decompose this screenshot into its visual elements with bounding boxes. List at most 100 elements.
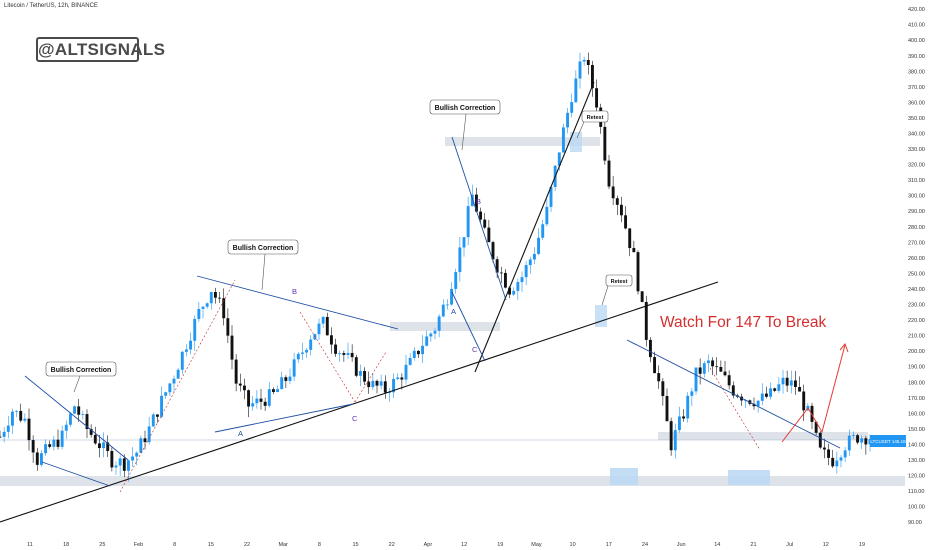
candle-body xyxy=(160,395,164,417)
x-tick-label: Apr xyxy=(424,542,433,548)
candle-body xyxy=(6,425,10,432)
y-tick-label: 130.00 xyxy=(908,458,925,464)
candle-body xyxy=(147,426,151,443)
candle-body xyxy=(155,414,159,417)
x-tick-label: 11 xyxy=(27,542,33,548)
trendline-steep xyxy=(474,81,595,373)
candle-body xyxy=(213,292,217,298)
wave-label-b1: B xyxy=(292,287,297,296)
candle-body xyxy=(10,411,14,426)
x-tick-label: 12 xyxy=(461,542,467,548)
retest-callout-1: Retest xyxy=(576,110,609,139)
x-tick-label: 17 xyxy=(606,542,612,548)
candle-body xyxy=(619,204,623,216)
y-tick-label: 180.00 xyxy=(908,380,925,386)
resistance-zone-high xyxy=(445,137,600,146)
y-tick-label: 150.00 xyxy=(908,427,925,433)
candle-body xyxy=(479,211,483,220)
y-tick-label: 220.00 xyxy=(908,318,925,324)
candle-body xyxy=(205,303,209,307)
watermark-badge: @ALTSIGNALS xyxy=(36,37,165,62)
x-tick-label: 12 xyxy=(823,542,829,548)
y-tick-label: 320.00 xyxy=(908,163,925,169)
candle-body xyxy=(31,440,35,453)
candle-body xyxy=(719,366,723,372)
candle-body xyxy=(520,277,524,283)
y-tick-label: 330.00 xyxy=(908,147,925,153)
candle-body xyxy=(346,352,350,355)
candle-body xyxy=(288,376,292,381)
candle-body xyxy=(769,388,773,397)
candle-body xyxy=(317,323,321,335)
wave-label-a1: A xyxy=(238,429,243,438)
retest-highlight xyxy=(595,305,607,327)
candle-body xyxy=(433,330,437,334)
callout-2: Bullish Correction xyxy=(227,239,299,291)
candle-body xyxy=(495,259,499,273)
candle-body xyxy=(255,398,259,404)
price-tag-text: LTCUSDT 145.18 xyxy=(870,439,906,444)
candle-body xyxy=(682,416,686,419)
candle-body xyxy=(831,457,835,467)
candle-body xyxy=(404,364,408,380)
x-tick-label: 15 xyxy=(208,542,214,548)
x-tick-label: 15 xyxy=(353,542,359,548)
watch-annotation: Watch For 147 To Break xyxy=(660,314,827,331)
candle-body xyxy=(35,452,39,465)
x-tick-label: May xyxy=(531,542,542,548)
candle-body xyxy=(329,335,333,345)
x-tick-label: 14 xyxy=(714,542,720,548)
retest-callout-2: Retest xyxy=(601,274,633,306)
candle-body xyxy=(222,298,226,319)
candle-body xyxy=(557,152,561,166)
y-tick-label: 420.00 xyxy=(908,7,925,13)
y-tick-label: 240.00 xyxy=(908,287,925,293)
candle-body xyxy=(0,436,2,438)
candle-body xyxy=(176,369,180,379)
candle-body xyxy=(483,219,487,228)
x-tick-label: 22 xyxy=(389,542,395,548)
candle-body xyxy=(541,224,545,238)
candle-body xyxy=(189,340,193,350)
candle-body xyxy=(110,451,114,468)
candle-body xyxy=(131,456,135,461)
y-tick-label: 230.00 xyxy=(908,303,925,309)
candle-body xyxy=(383,381,387,393)
candle-body xyxy=(44,444,48,454)
candle-body xyxy=(731,385,735,396)
candle-body xyxy=(814,421,818,433)
candle-body xyxy=(263,401,267,406)
candle-body xyxy=(657,373,661,382)
candle-body xyxy=(259,398,263,402)
candle-body xyxy=(321,316,325,324)
candle-body xyxy=(122,458,126,471)
candle-body xyxy=(309,339,313,350)
candle-body xyxy=(624,215,628,229)
candle-body xyxy=(379,381,383,386)
candle-body xyxy=(429,333,433,337)
y-tick-label: 190.00 xyxy=(908,365,925,371)
candle-body xyxy=(856,435,860,443)
candle-body xyxy=(760,393,764,401)
candle-body xyxy=(454,272,458,289)
candle-body xyxy=(135,452,139,457)
candle-body xyxy=(458,247,462,273)
candle-body xyxy=(644,301,648,340)
candle-body xyxy=(764,393,768,397)
retest-text-2: Retest xyxy=(611,279,628,285)
price-tag: LTCUSDT 145.18 xyxy=(870,435,906,447)
x-tick-label: Mar xyxy=(278,542,288,548)
candle-body xyxy=(677,416,681,431)
wave-label-b2: B xyxy=(476,197,481,206)
callout-1: Bullish Correction xyxy=(45,361,117,393)
candle-body xyxy=(15,410,19,412)
wave-label-a2: A xyxy=(451,307,456,316)
y-tick-label: 90.00 xyxy=(908,520,922,526)
x-tick-label: 18 xyxy=(63,542,69,548)
candle-body xyxy=(338,353,342,354)
x-axis: 11 18 25 Feb 8 15 22 Mar 8 15 22 Apr 12 19 May 10 17 24 Ju… xyxy=(27,542,865,548)
candle-body xyxy=(392,379,396,393)
x-tick-label: 25 xyxy=(99,542,105,548)
